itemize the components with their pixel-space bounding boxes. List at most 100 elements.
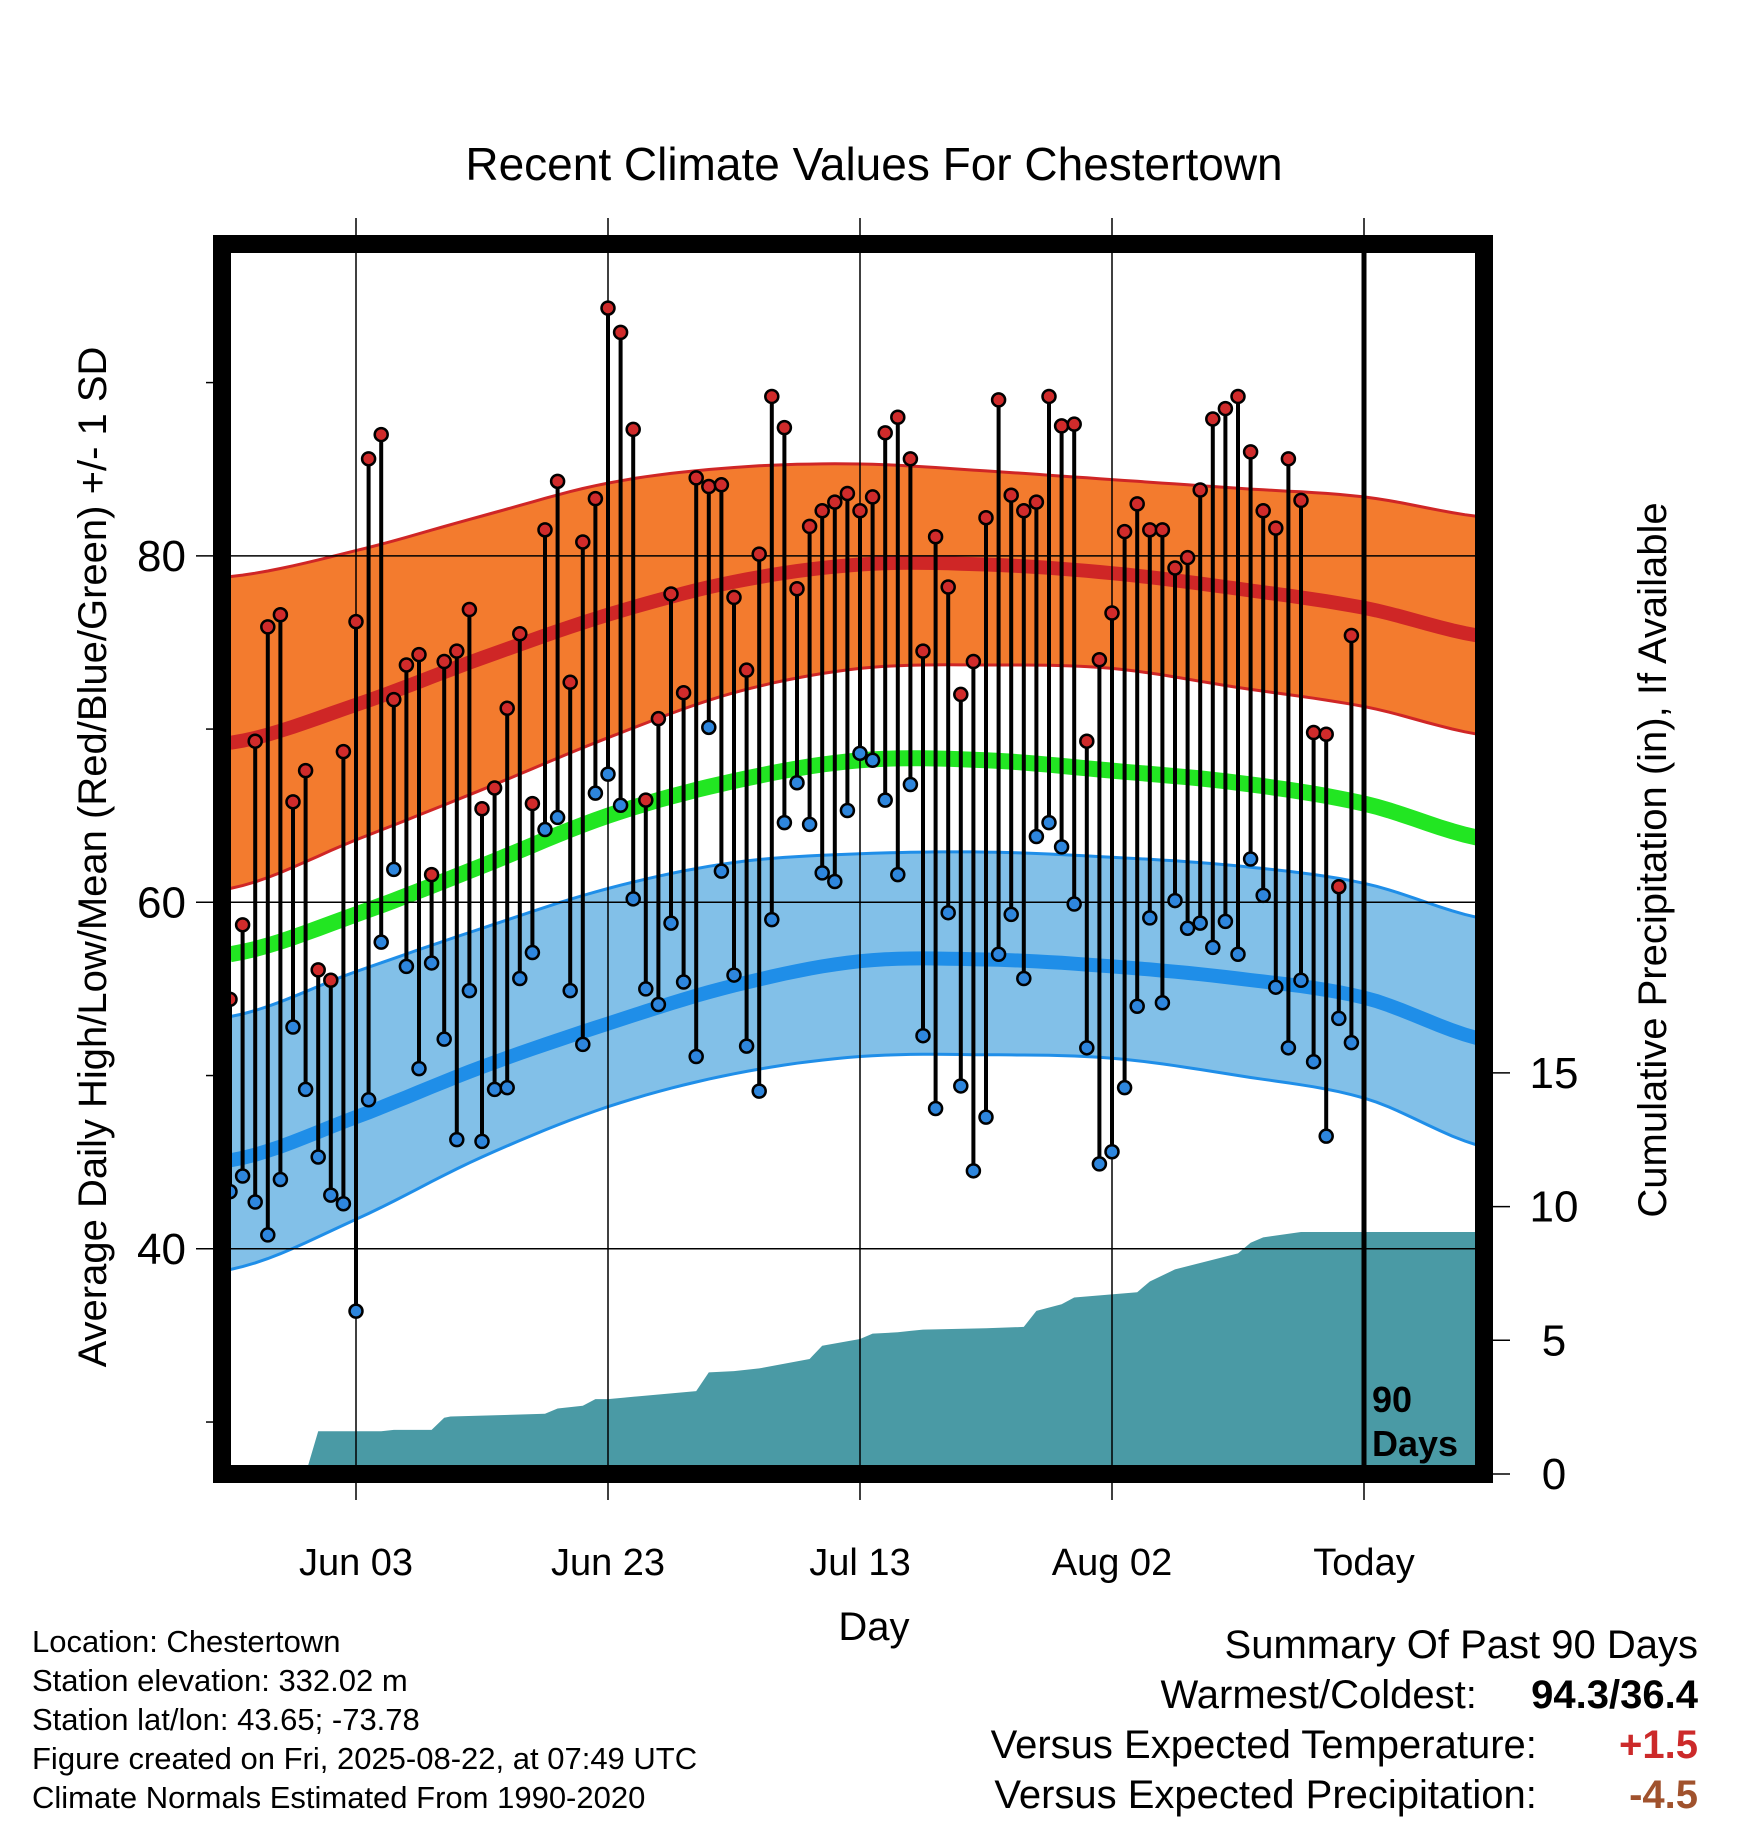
y2-axis-label: Cumulative Precipitation (in), If Availa… [1631,502,1675,1217]
high-point [801,518,818,535]
high-point [423,866,440,883]
high-point [864,489,881,505]
high-point [1079,733,1095,749]
high-point [1041,388,1057,405]
low-point [1028,828,1045,845]
low-point [1003,906,1019,923]
low-point [1167,892,1183,909]
low-point [1293,972,1309,989]
x-tick-label: Today [1313,1542,1414,1584]
low-point [890,866,906,883]
high-point [915,643,931,659]
high-point [625,421,641,438]
low-point [486,1081,503,1098]
low-point [423,955,440,971]
low-point [310,1149,326,1165]
low-point [978,1109,994,1125]
low-point [524,944,541,961]
high-point [877,425,893,441]
low-point [1318,1128,1334,1144]
high-point [1318,726,1334,743]
high-point [436,653,452,670]
low-point [701,719,717,736]
low-point [852,745,868,762]
high-point [1255,503,1271,519]
plot-frame [213,235,1493,1483]
warmest-coldest-label: Warmest/Coldest: [1160,1673,1477,1717]
high-point [524,795,541,812]
high-point [1167,560,1183,576]
high-point [449,643,465,659]
low-point [738,1038,755,1054]
high-point [713,477,730,493]
low-point [864,752,881,769]
high-point [688,470,704,486]
low-point [839,802,856,819]
low-point [1242,851,1259,867]
high-point [1104,605,1120,621]
low-point [549,809,566,826]
precipitation-departure-value: -4.5 [1629,1773,1698,1817]
high-point [827,494,843,510]
high-point [1293,492,1309,509]
low-point [751,1083,767,1099]
high-point [234,917,251,933]
low-point [953,1078,969,1094]
high-point [1331,878,1347,895]
high-point [940,579,956,595]
high-point [411,646,427,663]
created-text: Figure created on Fri, 2025-08-22, at 07… [32,1741,698,1776]
low-point [449,1131,465,1148]
high-point [373,426,389,443]
y2-tick-label: 15 [1530,1049,1579,1098]
high-point [512,626,528,642]
high-point [1154,522,1171,538]
high-point [486,780,503,796]
low-point [285,1019,301,1035]
low-point [411,1060,427,1077]
low-point [713,863,730,879]
x-tick-label: Jul 13 [809,1542,910,1584]
high-point [549,473,566,490]
low-point [474,1133,490,1150]
low-point [940,904,956,921]
y-tick-label: 80 [137,532,186,581]
high-point [638,792,654,808]
chart-title: Recent Climate Values For Chestertown [465,138,1282,190]
x-tick-label: Jun 23 [551,1542,665,1584]
low-point [436,1031,452,1047]
low-point [335,1195,352,1212]
elevation-text: Station elevation: 332.02 m [32,1663,408,1698]
low-point [1217,913,1234,930]
low-point [1104,1144,1120,1160]
low-point [537,821,553,838]
high-point [600,300,616,316]
low-point [1280,1040,1297,1056]
today-label-line2: Days [1372,1423,1458,1464]
normals-text: Climate Normals Estimated From 1990-2020 [32,1780,646,1815]
high-point [738,662,755,678]
warmest-coldest-row: Warmest/Coldest: 94.3/36.4 [991,1670,1699,1720]
precipitation-departure-label: Versus Expected Precipitation: [994,1773,1537,1817]
low-point [915,1027,931,1044]
high-point [1343,627,1360,644]
low-point [323,1187,339,1203]
high-point [953,686,969,703]
high-point [1066,416,1082,432]
precipitation-departure-row: Versus Expected Precipitation: -4.5 [991,1770,1698,1820]
temperature-departure-value: +1.5 [1619,1723,1698,1767]
x-tick-label: Jun 03 [299,1542,413,1584]
high-point [323,972,339,989]
high-point [1003,487,1019,503]
low-point [1116,1079,1133,1096]
high-point [990,392,1007,408]
high-point [310,962,326,978]
high-point [814,503,830,519]
low-point [260,1227,276,1243]
high-point [1129,496,1145,512]
low-point [990,946,1007,963]
low-point [360,1092,377,1108]
low-point [688,1048,704,1065]
